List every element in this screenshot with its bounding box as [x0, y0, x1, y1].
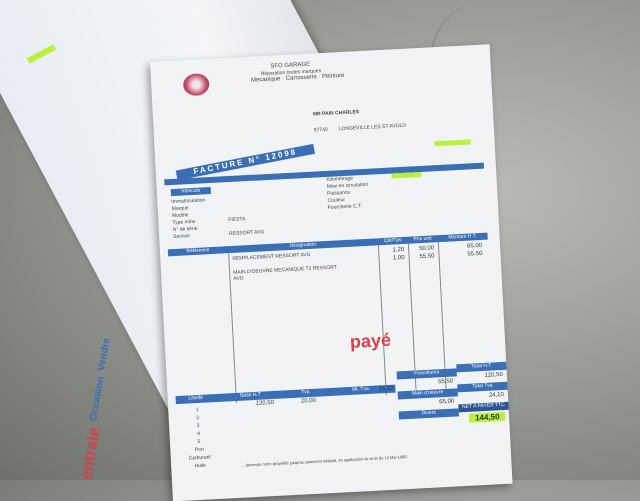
line-designation: REMPLACEMENT RESSORT AVG [232, 251, 311, 262]
footer-note: ... demeure notre propriété jusqu'au pai… [241, 454, 408, 468]
lines-header: Référence Désignation Qté/Tps Prix unit … [167, 232, 488, 257]
paid-stamp: payé [349, 329, 392, 352]
col-header: Référence [186, 247, 210, 255]
net-label: NET A PAYER TTC [458, 401, 509, 413]
col-header: Libellé [188, 394, 204, 402]
total-tva-value: 24,10 [488, 391, 505, 399]
line-amount: 55.50 [467, 250, 483, 258]
col-header: Tva [301, 389, 310, 396]
total-tva-label: Total Tva [457, 381, 508, 393]
vehicle-service: RESSORT AVG [228, 229, 265, 238]
total-ht-label: Total H.T [456, 361, 507, 373]
line-amount: 65.00 [466, 242, 483, 250]
garage-logo [182, 72, 210, 97]
line-qty: 1.20 [392, 246, 405, 254]
highlight [391, 171, 422, 179]
tax-rate: 20,00 [300, 397, 317, 405]
invoice: SFO GARAGE Réparation toutes marques Méc… [150, 44, 513, 501]
col-header: Prix unit [413, 235, 432, 243]
col-header: Désignation [289, 241, 317, 249]
label: Fourchette C.T. [327, 203, 363, 211]
client-name: MR PAIN CHARLES [312, 109, 360, 118]
vehicle-model: FIESTA [228, 216, 246, 224]
vehicle-header: Véhicule [170, 186, 211, 197]
total-ht-value: 120,50 [484, 371, 504, 379]
row-label: Huile [194, 462, 207, 470]
mo-value: 65,00 [439, 398, 455, 406]
net-value: 144,50 [468, 411, 506, 423]
highlight [26, 44, 57, 64]
label: Service [173, 233, 191, 241]
vehicle-labels: Immatriculation Marque Modèle Type mine … [171, 197, 207, 241]
col-header: Qté/Tps [383, 237, 402, 245]
side-word: entrale [78, 426, 104, 481]
client-postcode: 57740 [313, 126, 328, 134]
line-unit: 50.00 [418, 245, 435, 253]
side-word: Occasion [88, 375, 107, 422]
tax-rows: 1 2 3 4 5 Port Carburant Huile [182, 405, 215, 470]
divers-label: Divers [398, 408, 459, 420]
highlight [434, 139, 471, 147]
client-city: LONGEVILLE LES ST AVOLD [338, 122, 407, 133]
line-designation: MAIN D'OEUVRE MECANIQUE T2 RESSORT AVG [232, 264, 337, 282]
line-qty: 1.00 [392, 254, 405, 262]
side-word: Vendre [96, 337, 113, 372]
tax-base: 120,50 [255, 399, 275, 407]
vehicle-right-labels: Kilométrage Mise en circulation Puissanc… [326, 175, 369, 212]
divider [377, 245, 387, 396]
col-header: Montant H.T. [448, 233, 477, 241]
line-unit: 55.50 [419, 253, 435, 261]
